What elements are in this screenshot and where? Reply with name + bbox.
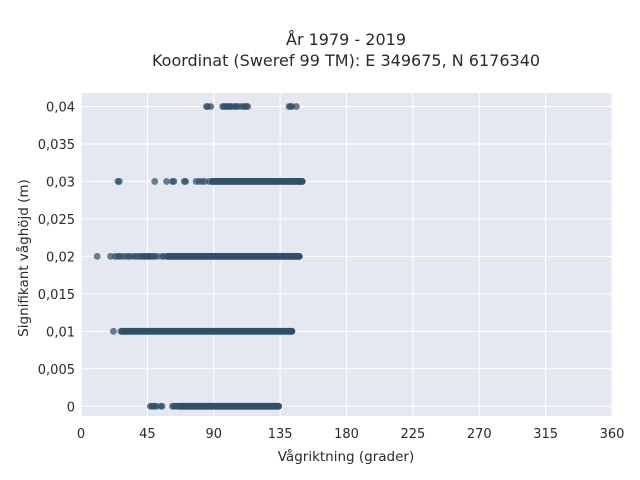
- data-point: [151, 178, 159, 185]
- x-tick-label: 180: [334, 427, 359, 442]
- y-tick-label: 0,015: [38, 288, 75, 303]
- x-tick-label: 0: [77, 427, 85, 442]
- data-point: [244, 103, 252, 110]
- data-point: [170, 178, 178, 185]
- y-tick-label: 0,01: [46, 325, 75, 340]
- dense-point-band: [168, 252, 300, 260]
- x-axis-title: Vågriktning (grader): [278, 448, 415, 465]
- dense-point-band: [122, 327, 292, 335]
- x-tick-label: 135: [268, 427, 293, 442]
- data-point: [182, 178, 190, 185]
- dense-point-band: [178, 402, 279, 410]
- data-point: [118, 327, 126, 335]
- x-tick-label: 45: [139, 427, 156, 442]
- data-point: [298, 178, 306, 185]
- y-tick-label: 0,04: [46, 100, 75, 115]
- data-point: [275, 402, 283, 410]
- data-point: [208, 178, 216, 185]
- data-point: [115, 178, 123, 185]
- chart-title-line-2: Koordinat (Sweref 99 TM): E 349675, N 61…: [152, 51, 540, 70]
- x-tick-label: 270: [467, 427, 492, 442]
- data-point: [158, 402, 166, 410]
- data-point: [288, 327, 296, 335]
- data-point: [174, 402, 182, 410]
- tick-labels: 0 45 90 135 180 225 270 315 360 0 0,005 0,01 0,015 0,…: [38, 100, 625, 442]
- data-points: [93, 103, 306, 410]
- data-point: [163, 178, 170, 185]
- dense-point-band: [212, 178, 303, 185]
- y-axis-title: Signifikant våghöjd (m): [15, 179, 32, 337]
- y-tick-label: 0,035: [38, 138, 75, 153]
- x-tick-label: 315: [533, 427, 558, 442]
- data-point: [164, 252, 172, 260]
- data-point: [93, 252, 101, 260]
- y-tick-label: 0,03: [46, 175, 75, 190]
- y-tick-label: 0,025: [38, 213, 75, 228]
- x-tick-label: 360: [600, 427, 625, 442]
- chart-title-line-1: År 1979 - 2019: [286, 30, 406, 49]
- data-point: [292, 103, 300, 110]
- y-tick-label: 0: [67, 400, 75, 415]
- data-point: [295, 252, 303, 260]
- grid-lines: [80, 93, 613, 416]
- x-tick-label: 90: [205, 427, 222, 442]
- y-tick-label: 0,02: [46, 250, 75, 265]
- data-point: [110, 327, 117, 335]
- x-tick-label: 225: [400, 427, 425, 442]
- y-tick-label: 0,005: [38, 363, 75, 378]
- data-point: [207, 103, 215, 110]
